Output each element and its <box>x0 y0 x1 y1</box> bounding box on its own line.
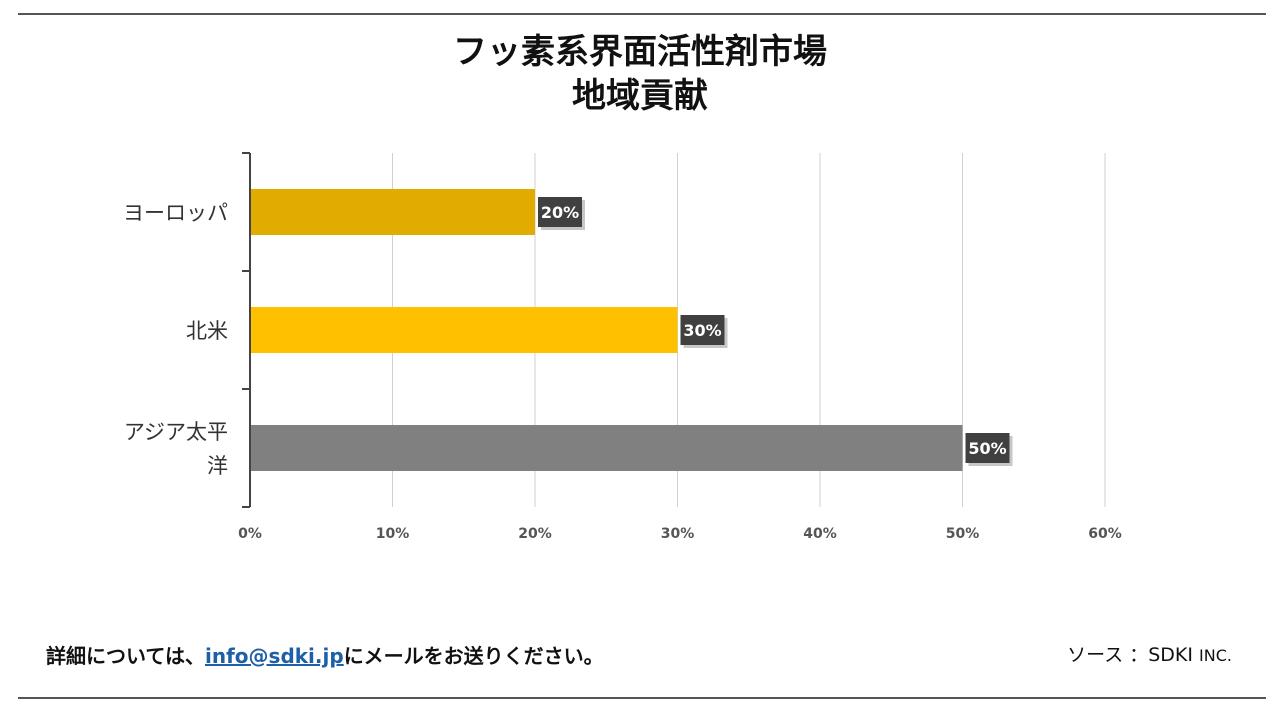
x-tick-label: 10% <box>376 526 410 542</box>
category-axis <box>242 152 251 508</box>
labels: 0% 10% 20% 30% 40% 50% 60% 20% ヨーロッパ 30% 北米 50% アジア太… <box>123 197 1122 542</box>
x-tick-label: 60% <box>1088 526 1122 542</box>
bottom-rule <box>18 697 1266 699</box>
source-label: ソース ：SDKI <box>1067 644 1193 666</box>
category-label: 北米 <box>186 319 228 343</box>
x-tick-label: 20% <box>518 526 552 542</box>
bars <box>250 189 963 471</box>
category-label: 洋 <box>207 454 228 478</box>
data-label-box <box>680 315 725 345</box>
data-label: 20% <box>541 203 579 222</box>
email-link[interactable]: info@sdki.jp <box>205 644 344 668</box>
category-label: ヨーロッパ <box>123 201 228 225</box>
contact-suffix: にメールをお送りください。 <box>343 644 604 668</box>
chart-title-line-2: 地域貢献 <box>572 76 708 116</box>
x-tick-label: 0% <box>238 526 262 542</box>
source-suffix: INC. <box>1199 646 1232 665</box>
bar <box>250 189 535 235</box>
top-rule <box>18 13 1266 15</box>
source-note: ソース ：SDKI INC. <box>1067 640 1232 667</box>
data-label: 50% <box>968 439 1006 458</box>
x-tick-label: 40% <box>803 526 837 542</box>
data-label-box <box>965 433 1010 463</box>
data-label-box <box>538 197 582 227</box>
x-tick-label: 30% <box>661 526 695 542</box>
data-label: 30% <box>683 321 721 340</box>
chart-title-line-1: フッ素系界面活性剤市場 <box>453 32 827 72</box>
contact-note: 詳細については、info@sdki.jpにメールをお送りください。 <box>46 640 604 669</box>
category-label: アジア太平 <box>124 420 228 444</box>
contact-prefix: 詳細については、 <box>46 644 205 668</box>
x-tick-label: 50% <box>946 526 980 542</box>
bar <box>250 425 963 471</box>
bar <box>250 307 678 353</box>
chart-title: フッ素系界面活性剤市場 地域貢献 <box>0 30 1280 118</box>
